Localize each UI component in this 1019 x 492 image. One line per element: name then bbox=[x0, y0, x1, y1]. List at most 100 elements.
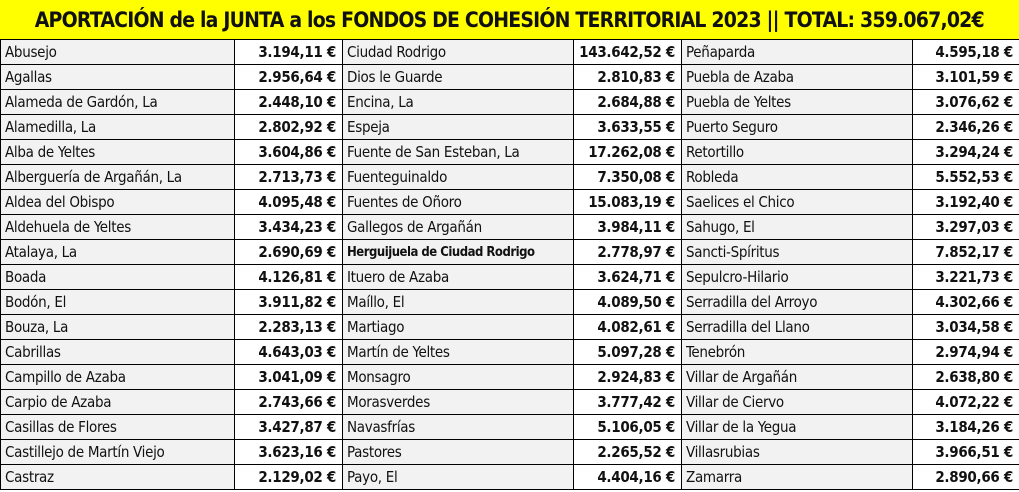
municipality-name-cell[interactable]: Castraz bbox=[1, 465, 235, 490]
amount-cell[interactable]: 2.684,88 € bbox=[574, 90, 682, 115]
amount-cell[interactable]: 2.810,83 € bbox=[574, 65, 682, 90]
municipality-name-cell[interactable]: Abusejo bbox=[1, 40, 235, 65]
municipality-name-cell[interactable]: Villasrubias bbox=[682, 440, 913, 465]
amount-cell[interactable]: 3.034,58 € bbox=[913, 315, 1019, 340]
municipality-name-cell[interactable]: Cabrillas bbox=[1, 340, 235, 365]
municipality-name-cell[interactable]: Bodón, El bbox=[1, 290, 235, 315]
municipality-name-cell[interactable]: Peñaparda bbox=[682, 40, 913, 65]
municipality-name-cell[interactable]: Ituero de Azaba bbox=[343, 265, 574, 290]
amount-cell[interactable]: 4.082,61 € bbox=[574, 315, 682, 340]
amount-cell[interactable]: 3.633,55 € bbox=[574, 115, 682, 140]
municipality-name-cell[interactable]: Carpio de Azaba bbox=[1, 390, 235, 415]
amount-cell[interactable]: 2.448,10 € bbox=[235, 90, 343, 115]
amount-cell[interactable]: 3.294,24 € bbox=[913, 140, 1019, 165]
amount-cell[interactable]: 2.129,02 € bbox=[235, 465, 343, 490]
municipality-name-cell[interactable]: Fuente de San Esteban, La bbox=[343, 140, 574, 165]
municipality-name-cell[interactable]: Alba de Yeltes bbox=[1, 140, 235, 165]
amount-cell[interactable]: 3.434,23 € bbox=[235, 215, 343, 240]
municipality-name-cell[interactable]: Herguijuela de Ciudad Rodrigo bbox=[343, 240, 574, 265]
municipality-name-cell[interactable]: Sancti-Spíritus bbox=[682, 240, 913, 265]
amount-cell[interactable]: 3.101,59 € bbox=[913, 65, 1019, 90]
municipality-name-cell[interactable]: Boada bbox=[1, 265, 235, 290]
amount-cell[interactable]: 3.076,62 € bbox=[913, 90, 1019, 115]
municipality-name-cell[interactable]: Navasfrías bbox=[343, 415, 574, 440]
municipality-name-cell[interactable]: Serradilla del Llano bbox=[682, 315, 913, 340]
amount-cell[interactable]: 2.778,97 € bbox=[574, 240, 682, 265]
municipality-name-cell[interactable]: Zamarra bbox=[682, 465, 913, 490]
amount-cell[interactable]: 2.974,94 € bbox=[913, 340, 1019, 365]
amount-cell[interactable]: 5.106,05 € bbox=[574, 415, 682, 440]
municipality-name-cell[interactable]: Bouza, La bbox=[1, 315, 235, 340]
amount-cell[interactable]: 3.966,51 € bbox=[913, 440, 1019, 465]
municipality-name-cell[interactable]: Monsagro bbox=[343, 365, 574, 390]
amount-cell[interactable]: 4.072,22 € bbox=[913, 390, 1019, 415]
municipality-name-cell[interactable]: Serradilla del Arroyo bbox=[682, 290, 913, 315]
amount-cell[interactable]: 2.802,92 € bbox=[235, 115, 343, 140]
amount-cell[interactable]: 3.192,40 € bbox=[913, 190, 1019, 215]
amount-cell[interactable]: 3.911,82 € bbox=[235, 290, 343, 315]
amount-cell[interactable]: 15.083,19 € bbox=[574, 190, 682, 215]
municipality-name-cell[interactable]: Saelices el Chico bbox=[682, 190, 913, 215]
amount-cell[interactable]: 2.690,69 € bbox=[235, 240, 343, 265]
amount-cell[interactable]: 3.184,26 € bbox=[913, 415, 1019, 440]
amount-cell[interactable]: 3.427,87 € bbox=[235, 415, 343, 440]
municipality-name-cell[interactable]: Payo, El bbox=[343, 465, 574, 490]
amount-cell[interactable]: 17.262,08 € bbox=[574, 140, 682, 165]
municipality-name-cell[interactable]: Puebla de Azaba bbox=[682, 65, 913, 90]
municipality-name-cell[interactable]: Villar de Argañán bbox=[682, 365, 913, 390]
municipality-name-cell[interactable]: Atalaya, La bbox=[1, 240, 235, 265]
amount-cell[interactable]: 2.956,64 € bbox=[235, 65, 343, 90]
municipality-name-cell[interactable]: Sepulcro-Hilario bbox=[682, 265, 913, 290]
amount-cell[interactable]: 4.089,50 € bbox=[574, 290, 682, 315]
municipality-name-cell[interactable]: Martín de Yeltes bbox=[343, 340, 574, 365]
municipality-name-cell[interactable]: Casillas de Flores bbox=[1, 415, 235, 440]
amount-cell[interactable]: 2.890,66 € bbox=[913, 465, 1019, 490]
amount-cell[interactable]: 5.097,28 € bbox=[574, 340, 682, 365]
municipality-name-cell[interactable]: Encina, La bbox=[343, 90, 574, 115]
municipality-name-cell[interactable]: Villar de Ciervo bbox=[682, 390, 913, 415]
municipality-name-cell[interactable]: Dios le Guarde bbox=[343, 65, 574, 90]
amount-cell[interactable]: 2.346,26 € bbox=[913, 115, 1019, 140]
municipality-name-cell[interactable]: Pastores bbox=[343, 440, 574, 465]
municipality-name-cell[interactable]: Fuenteguinaldo bbox=[343, 165, 574, 190]
amount-cell[interactable]: 4.643,03 € bbox=[235, 340, 343, 365]
amount-cell[interactable]: 3.623,16 € bbox=[235, 440, 343, 465]
municipality-name-cell[interactable]: Tenebrón bbox=[682, 340, 913, 365]
amount-cell[interactable]: 7.350,08 € bbox=[574, 165, 682, 190]
amount-cell[interactable]: 3.777,42 € bbox=[574, 390, 682, 415]
municipality-name-cell[interactable]: Alamedilla, La bbox=[1, 115, 235, 140]
municipality-name-cell[interactable]: Morasverdes bbox=[343, 390, 574, 415]
amount-cell[interactable]: 2.265,52 € bbox=[574, 440, 682, 465]
municipality-name-cell[interactable]: Alameda de Gardón, La bbox=[1, 90, 235, 115]
amount-cell[interactable]: 3.604,86 € bbox=[235, 140, 343, 165]
municipality-name-cell[interactable]: Maíllo, El bbox=[343, 290, 574, 315]
municipality-name-cell[interactable]: Retortillo bbox=[682, 140, 913, 165]
amount-cell[interactable]: 4.302,66 € bbox=[913, 290, 1019, 315]
municipality-name-cell[interactable]: Robleda bbox=[682, 165, 913, 190]
municipality-name-cell[interactable]: Villar de la Yegua bbox=[682, 415, 913, 440]
municipality-name-cell[interactable]: Campillo de Azaba bbox=[1, 365, 235, 390]
amount-cell[interactable]: 143.642,52 € bbox=[574, 40, 682, 65]
municipality-name-cell[interactable]: Agallas bbox=[1, 65, 235, 90]
amount-cell[interactable]: 5.552,53 € bbox=[913, 165, 1019, 190]
amount-cell[interactable]: 3.194,11 € bbox=[235, 40, 343, 65]
amount-cell[interactable]: 2.638,80 € bbox=[913, 365, 1019, 390]
amount-cell[interactable]: 4.126,81 € bbox=[235, 265, 343, 290]
amount-cell[interactable]: 4.404,16 € bbox=[574, 465, 682, 490]
amount-cell[interactable]: 4.595,18 € bbox=[913, 40, 1019, 65]
municipality-name-cell[interactable]: Espeja bbox=[343, 115, 574, 140]
municipality-name-cell[interactable]: Gallegos de Argañán bbox=[343, 215, 574, 240]
amount-cell[interactable]: 2.283,13 € bbox=[235, 315, 343, 340]
amount-cell[interactable]: 3.297,03 € bbox=[913, 215, 1019, 240]
municipality-name-cell[interactable]: Martiago bbox=[343, 315, 574, 340]
amount-cell[interactable]: 2.713,73 € bbox=[235, 165, 343, 190]
municipality-name-cell[interactable]: Sahugo, El bbox=[682, 215, 913, 240]
municipality-name-cell[interactable]: Aldehuela de Yeltes bbox=[1, 215, 235, 240]
amount-cell[interactable]: 2.924,83 € bbox=[574, 365, 682, 390]
amount-cell[interactable]: 4.095,48 € bbox=[235, 190, 343, 215]
amount-cell[interactable]: 3.624,71 € bbox=[574, 265, 682, 290]
municipality-name-cell[interactable]: Ciudad Rodrigo bbox=[343, 40, 574, 65]
municipality-name-cell[interactable]: Fuentes de Oñoro bbox=[343, 190, 574, 215]
amount-cell[interactable]: 7.852,17 € bbox=[913, 240, 1019, 265]
municipality-name-cell[interactable]: Castillejo de Martín Viejo bbox=[1, 440, 235, 465]
